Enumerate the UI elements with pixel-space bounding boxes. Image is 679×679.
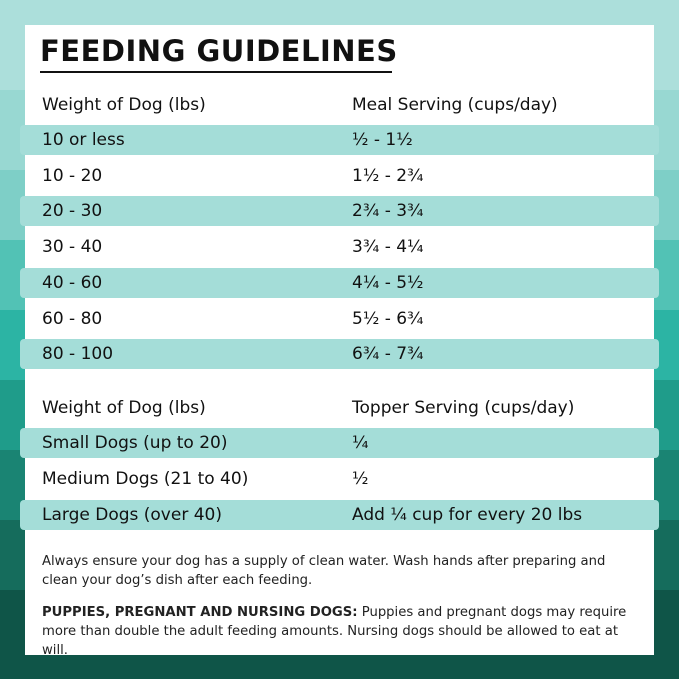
row-highlight xyxy=(20,125,659,155)
note: PUPPIES, PREGNANT AND NURSING DOGS: Pupp… xyxy=(42,603,642,660)
row-highlight xyxy=(20,339,659,370)
cell: 2¾ - 3¾ xyxy=(352,201,424,222)
column-header: Weight of Dog (lbs) xyxy=(42,398,206,418)
cell: 40 - 60 xyxy=(42,272,103,293)
row-highlight xyxy=(20,267,659,298)
column-header: Meal Serving (cups/day) xyxy=(352,95,558,115)
cell: 10 or less xyxy=(42,130,125,150)
cell: Medium Dogs (21 to 40) xyxy=(42,469,249,489)
note-text: Puppies and pregnant dogs may require mo… xyxy=(42,605,627,658)
note: Always ensure your dog has a supply of c… xyxy=(42,554,606,588)
row-highlight xyxy=(20,196,659,227)
cell: ½ xyxy=(352,469,369,489)
title: FEEDING GUIDELINES xyxy=(40,34,398,68)
cell: 60 - 80 xyxy=(42,308,103,329)
title-underline xyxy=(40,71,392,73)
cell: 5½ - 6¾ xyxy=(352,308,424,329)
note-label: PUPPIES, PREGNANT AND NURSING DOGS: xyxy=(42,605,358,620)
column-header: Weight of Dog (lbs) xyxy=(42,95,206,115)
cell: 30 - 40 xyxy=(42,237,103,258)
cell: Add ¼ cup for every 20 lbs xyxy=(352,505,583,525)
cell: ½ - 1½ xyxy=(352,130,413,150)
cell: 10 - 20 xyxy=(42,165,103,186)
cell: Large Dogs (over 40) xyxy=(42,505,222,525)
cell: 3¾ - 4¼ xyxy=(352,237,424,258)
cell: 80 - 100 xyxy=(42,344,114,365)
row-highlight xyxy=(20,500,659,530)
cell: 20 - 30 xyxy=(42,201,103,222)
cell: Small Dogs (up to 20) xyxy=(42,433,228,453)
row-highlight xyxy=(20,428,659,458)
cell: 1½ - 2¾ xyxy=(352,165,424,186)
cell: 4¼ - 5½ xyxy=(352,272,424,293)
cell: 6¾ - 7¾ xyxy=(352,344,424,365)
cell: ¼ xyxy=(352,433,369,453)
column-header: Topper Serving (cups/day) xyxy=(352,398,575,418)
